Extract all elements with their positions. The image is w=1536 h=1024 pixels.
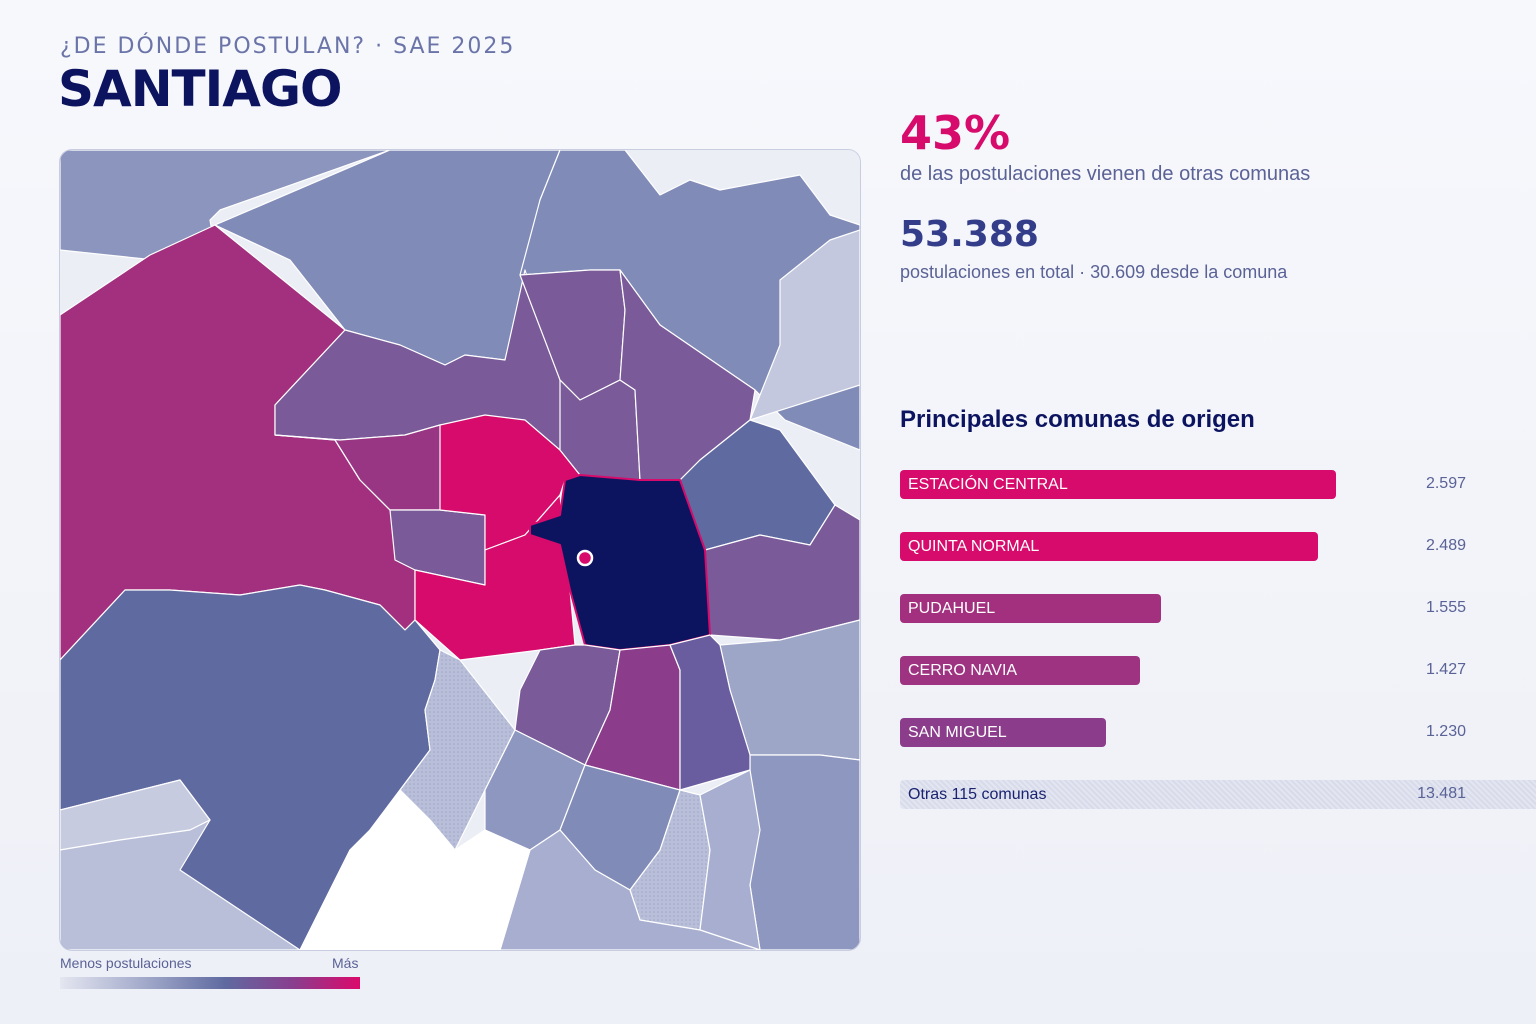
ranking-bar-value: 1.427 [1425,661,1466,678]
ranking-bar-value: 1.555 [1425,599,1466,616]
ranking-bar-label: ESTACIÓN CENTRAL [908,475,1068,493]
others-bar: Otras 115 comunas [900,780,1536,809]
share-stat-description: de las postulaciones vienen de otras com… [900,163,1311,185]
commune-independencia[interactable] [559,379,641,481]
map-empty-area [299,789,531,950]
ranking-bar-label: CERRO NAVIA [908,661,1018,679]
share-stat-value: 43% [900,106,1011,160]
ranking-bar-label: SAN MIGUEL [908,723,1007,741]
ranking-bar-label: PUDAHUEL [908,599,996,617]
legend-high-label: Más [332,955,359,971]
ranking-title: Principales comunas de origen [900,406,1255,433]
ranking-bar-value: 2.489 [1425,537,1466,554]
choropleth-map[interactable] [60,150,860,950]
page-title: SANTIAGO [58,60,343,118]
ranking-bar-value: 1.230 [1425,723,1466,740]
total-stat-description: postulaciones en total · 30.609 desde la… [900,262,1288,282]
legend-gradient-bar [60,977,360,989]
commune-south-west-light[interactable] [60,819,301,950]
total-stat-value: 53.388 [900,214,1039,255]
ranking-bar: QUINTA NORMAL [900,532,1318,561]
others-label: Otras 115 comunas [908,785,1047,803]
ranking-bar: CERRO NAVIA [900,656,1140,685]
commune-south-bottom[interactable] [499,829,761,950]
map-svg [60,150,860,950]
others-value: 13.481 [1417,785,1466,802]
commune-east-edge[interactable] [749,754,860,950]
commune-quinta-normal[interactable] [439,414,581,551]
location-marker[interactable] [576,549,594,567]
ranking-bar: ESTACIÓN CENTRAL [900,470,1336,499]
commune-nunoa[interactable] [704,504,860,641]
legend-low-label: Menos postulaciones [60,955,192,971]
commune-la-florida[interactable] [699,769,761,950]
ranking-bar-value: 2.597 [1425,475,1466,492]
ranking-bar-label: QUINTA NORMAL [908,537,1040,555]
map-kicker: ¿DE DÓNDE POSTULAN? · SAE 2025 [60,34,516,59]
commune-san-joaquin[interactable] [669,634,751,791]
ranking-bar: SAN MIGUEL [900,718,1106,747]
ranking-bar: PUDAHUEL [900,594,1161,623]
